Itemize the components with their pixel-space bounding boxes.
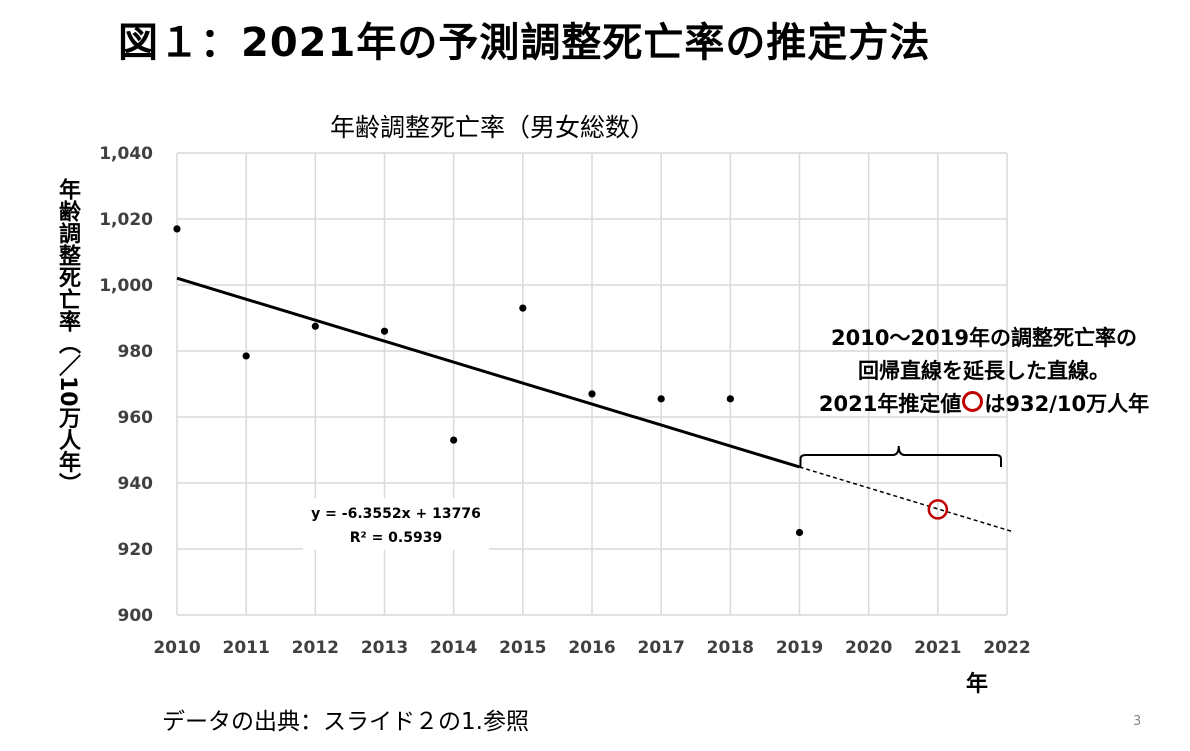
tick-labels: 900 920 940 960 980 1,000 1,020 1,040 2010 2011 20… xyxy=(99,144,1030,658)
x-tick-label: 2018 xyxy=(707,638,754,658)
data-point xyxy=(450,436,458,444)
x-axis-label: 年 xyxy=(966,672,989,697)
red-circle-icon xyxy=(962,391,984,412)
trendline-group xyxy=(176,276,1015,550)
data-point xyxy=(588,390,596,398)
annotation-line-3-suffix: は932/10万人年 xyxy=(984,392,1150,416)
data-point xyxy=(173,225,181,233)
annotation-line-3-prefix: 2021年推定値 xyxy=(818,392,962,416)
grid-lines xyxy=(176,152,1008,616)
y-tick-label: 960 xyxy=(118,408,154,428)
data-points xyxy=(173,225,949,537)
x-tick-label: 2015 xyxy=(499,638,546,658)
y-tick-label: 1,000 xyxy=(99,276,153,296)
trendline-solid xyxy=(176,276,800,469)
x-tick-label: 2016 xyxy=(568,638,615,658)
y-tick-label: 1,040 xyxy=(99,144,153,164)
y-axis-label: 年齢調整死亡率（／10万人年） xyxy=(55,178,80,495)
data-point xyxy=(657,395,665,403)
regression-equation-box: y = -6.3552x + 13776 R² = 0.5939 xyxy=(296,502,496,550)
y-tick-label: 920 xyxy=(118,540,154,560)
r-squared: R² = 0.5939 xyxy=(349,530,443,546)
curly-brace xyxy=(799,445,1002,467)
chart-title: 年齢調整死亡率（男女総数） xyxy=(330,113,656,142)
annotation-line-1: 2010～2019年の調整死亡率の xyxy=(831,326,1137,350)
y-tick-label: 940 xyxy=(118,474,154,494)
x-tick-label: 2019 xyxy=(776,638,823,658)
estimate-annotation: 2010～2019年の調整死亡率の 回帰直線を延長した直線。 2021年推定値は… xyxy=(776,322,1190,421)
x-tick-label: 2020 xyxy=(845,638,892,658)
annotation-brace xyxy=(799,445,1002,467)
annotation-line-2: 回帰直線を延長した直線。 xyxy=(858,359,1110,383)
x-tick-label: 2012 xyxy=(292,638,339,658)
x-tick-label: 2022 xyxy=(983,638,1030,658)
source-note: データの出典：スライド２の1.参照 xyxy=(162,709,529,735)
data-point xyxy=(380,327,389,335)
y-tick-label: 980 xyxy=(118,342,154,362)
x-tick-label: 2014 xyxy=(430,638,477,658)
x-tick-label: 2013 xyxy=(361,638,408,658)
data-point xyxy=(726,395,734,403)
trendline-extension xyxy=(799,466,1015,533)
data-point xyxy=(311,322,319,330)
data-point xyxy=(519,304,527,312)
regression-equation: y = -6.3552x + 13776 xyxy=(311,506,481,522)
data-point xyxy=(795,528,804,537)
y-tick-label: 900 xyxy=(118,606,154,626)
x-tick-label: 2017 xyxy=(638,638,685,658)
data-point xyxy=(242,352,250,360)
y-tick-label: 1,020 xyxy=(99,210,153,230)
estimate-point xyxy=(927,499,949,520)
slide-title: 図１：2021年の予測調整死亡率の推定方法 xyxy=(118,20,931,66)
annotation-line-3: 2021年推定値 は932/10万人年 xyxy=(776,388,1190,421)
page-number: 3 xyxy=(1133,714,1142,729)
equation-background xyxy=(303,498,489,550)
x-tick-label: 2021 xyxy=(914,638,961,658)
x-tick-label: 2010 xyxy=(153,638,200,658)
x-tick-label: 2011 xyxy=(223,638,270,658)
